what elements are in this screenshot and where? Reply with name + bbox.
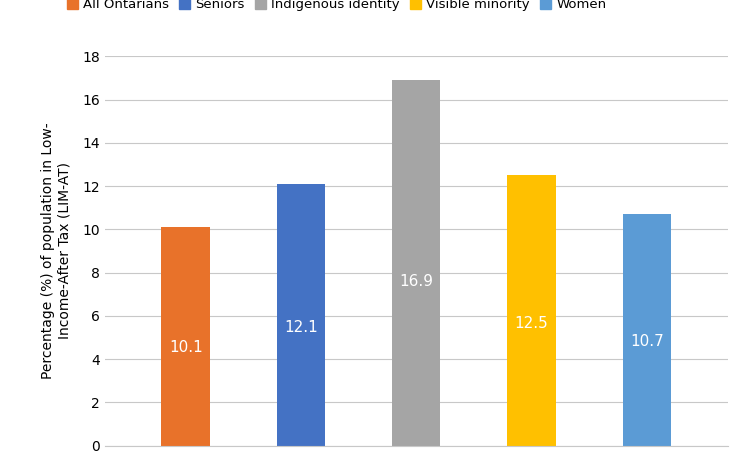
Bar [622, 214, 671, 446]
Bar [161, 227, 210, 446]
Legend: All Ontarians, Seniors, Indigenous identity, Visible minority, Women: All Ontarians, Seniors, Indigenous ident… [62, 0, 611, 16]
Bar [277, 184, 326, 446]
Text: 10.1: 10.1 [169, 340, 202, 355]
Text: 16.9: 16.9 [399, 273, 433, 288]
Bar [392, 80, 440, 446]
Text: 10.7: 10.7 [630, 334, 664, 349]
Y-axis label: Percentage (%) of population in Low-
Income-After Tax (LIM-AT): Percentage (%) of population in Low- Inc… [41, 122, 71, 379]
Text: 12.1: 12.1 [284, 320, 318, 335]
Bar [507, 175, 556, 446]
Text: 12.5: 12.5 [514, 317, 548, 332]
